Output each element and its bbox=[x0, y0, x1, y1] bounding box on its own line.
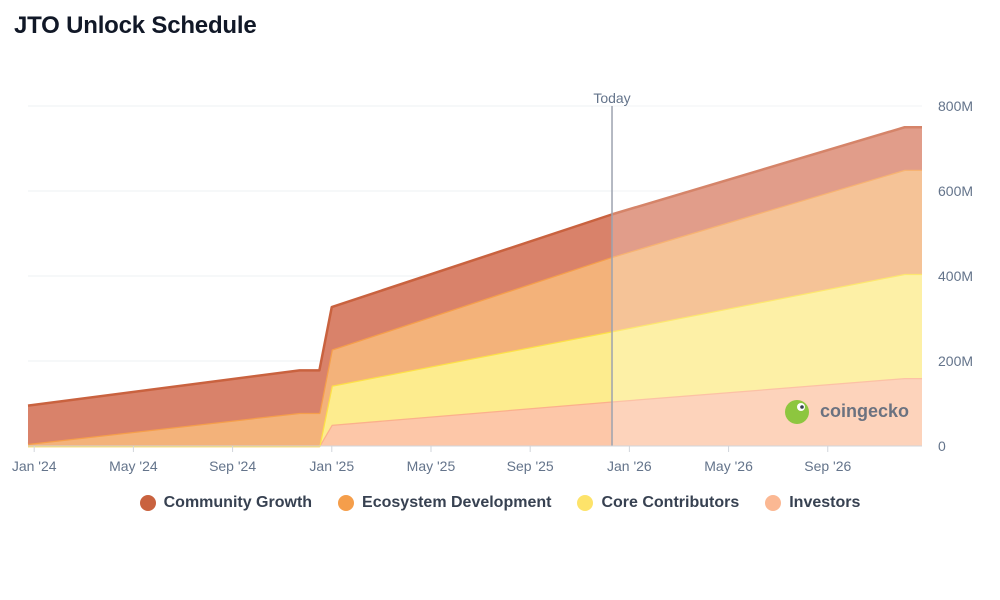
y-tick-label: 800M bbox=[938, 98, 973, 114]
gecko-logo-icon bbox=[785, 400, 809, 424]
x-axis: Jan '24 May '24 Sep '24 Jan '25 May '25 Sep '… bbox=[12, 445, 922, 474]
chart-title: JTO Unlock Schedule bbox=[14, 12, 257, 39]
x-tick-label: May '25 bbox=[407, 458, 456, 474]
y-tick-label: 200M bbox=[938, 353, 973, 369]
future-overlay bbox=[612, 86, 924, 446]
legend-label: Investors bbox=[789, 494, 861, 511]
y-tick-label: 600M bbox=[938, 183, 973, 199]
y-tick-label: 400M bbox=[938, 268, 973, 284]
legend-item[interactable]: Core Contributors bbox=[577, 494, 739, 512]
x-tick-label: Sep '25 bbox=[507, 458, 554, 474]
x-tick-label: Sep '24 bbox=[209, 458, 256, 474]
x-tick-label: Jan '26 bbox=[607, 458, 652, 474]
today-label: Today bbox=[593, 90, 630, 106]
area-ecosystem-development bbox=[28, 169, 922, 446]
today-marker: Today bbox=[593, 90, 631, 446]
area-community-growth-edge bbox=[27, 126, 922, 407]
legend-swatch bbox=[577, 495, 594, 511]
watermark-text: coingecko bbox=[820, 401, 909, 421]
x-tick-label: Sep '26 bbox=[804, 458, 851, 474]
legend-label: Community Growth bbox=[163, 494, 313, 511]
legend-swatch bbox=[338, 495, 355, 511]
x-tick-label: May '26 bbox=[704, 458, 753, 474]
legend-label: Core Contributors bbox=[601, 494, 740, 511]
x-tick-label: May '24 bbox=[109, 458, 158, 474]
legend-swatch bbox=[765, 495, 782, 511]
legend: Community Growth Ecosystem Development Cor… bbox=[0, 494, 1000, 512]
x-tick-label: Jan '24 bbox=[12, 458, 57, 474]
future-shade bbox=[612, 86, 924, 446]
legend-label: Ecosystem Development bbox=[362, 494, 552, 511]
area-core-contributors bbox=[28, 273, 922, 446]
area-community-growth bbox=[28, 127, 922, 444]
legend-swatch bbox=[139, 495, 156, 511]
legend-item[interactable]: Community Growth bbox=[139, 494, 313, 512]
y-tick-label: 0 bbox=[938, 438, 946, 454]
legend-item[interactable]: Investors bbox=[765, 494, 860, 512]
y-axis: 0 200M 400M 600M 800M bbox=[938, 98, 973, 454]
gecko-pupil-icon bbox=[800, 405, 804, 409]
stacked-areas bbox=[27, 126, 922, 448]
legend-item[interactable]: Ecosystem Development bbox=[338, 494, 551, 512]
coingecko-watermark: coingecko bbox=[785, 400, 909, 424]
x-tick-label: Jan '25 bbox=[309, 458, 354, 474]
